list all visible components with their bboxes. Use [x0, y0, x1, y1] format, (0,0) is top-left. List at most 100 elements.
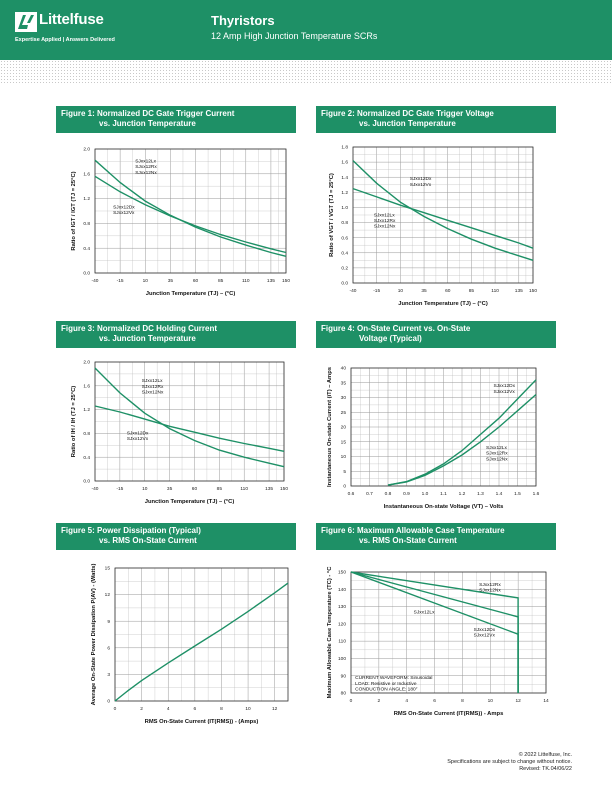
y-tick-label: 0.2: [341, 265, 348, 271]
series-annotation: SJxx12Lx: [486, 445, 507, 451]
x-tick-label: 10: [488, 698, 494, 704]
series-annotation: SJxx12Rx: [486, 451, 508, 457]
footer-revision: Revised: TK.04/06/22: [519, 766, 572, 772]
series-annotation: SJxx12Nx: [142, 389, 164, 395]
series-annotation: SJxx12Lx: [414, 609, 435, 615]
x-tick-label: 0: [114, 706, 117, 712]
series-annotation: CONDUCTION ANGLE: 180°: [355, 686, 418, 692]
x-tick-label: 150: [282, 278, 290, 284]
series-line-3: [350, 571, 519, 693]
figure-6-title-line2: vs. RMS On-State Current: [359, 536, 457, 545]
y-axis-label: Ratio of IGT / IGT (TJ = 25°C): [71, 171, 77, 250]
footer-copyright: © 2022 Littelfuse, Inc.: [518, 752, 572, 758]
x-axis-label: RMS On-State Current (IT(RMS)) - Amps: [394, 711, 504, 717]
series-line-1: [94, 159, 287, 257]
x-tick-label: 0.7: [366, 491, 373, 497]
y-tick-label: 0: [107, 699, 110, 705]
series-annotation: SJxx12Vx: [113, 210, 135, 216]
figure-2-title-line2: vs. Junction Temperature: [359, 119, 456, 128]
y-tick-label: 25: [341, 410, 347, 416]
figure-3-title-line1: Figure 3: Normalized DC Holding Current: [61, 324, 218, 333]
figure-3-chart: -40 -15 10 35 60 85 110 135 150 0.0 0.4 0.8 1.2 1.6 2.…: [71, 360, 288, 505]
y-tick-label: 2.0: [83, 147, 90, 153]
dot-pattern-divider: [0, 60, 612, 84]
figure-2-title: Figure 2: Normalized DC Gate Trigger Vol…: [316, 106, 556, 133]
x-tick-label: 10: [142, 486, 148, 492]
y-tick-label: 1.2: [341, 190, 348, 196]
series-annotation: SJxx12Rx: [142, 384, 164, 390]
brand-tagline: Expertise Applied | Answers Delivered: [15, 37, 115, 43]
plot-frame: [350, 571, 547, 694]
x-tick-label: -15: [373, 288, 380, 294]
x-tick-label: 135: [265, 486, 273, 492]
figure-4-title-line2: Voltage (Typical): [359, 334, 422, 343]
x-tick-label: 8: [220, 706, 223, 712]
figure-1-title: Figure 1: Normalized DC Gate Trigger Cur…: [56, 106, 296, 133]
series-annotation: SJxx12Vx: [474, 632, 496, 638]
x-tick-label: 110: [491, 288, 499, 294]
series-annotation: SJxx12Vx: [410, 182, 432, 188]
y-tick-label: 0.0: [83, 271, 90, 277]
x-tick-label: 1.1: [440, 491, 447, 497]
x-tick-label: 60: [445, 288, 451, 294]
x-tick-label: -15: [116, 486, 123, 492]
figure-6-title: Figure 6: Maximum Allowable Case Tempera…: [316, 523, 556, 550]
y-tick-label: 1.2: [83, 407, 90, 413]
figure-3-title-line2: vs. Junction Temperature: [99, 334, 196, 343]
series-annotation: SJxx12Lx: [374, 213, 395, 219]
plot-frame: [94, 361, 285, 482]
series-annotation: SJxx12Nx: [374, 224, 396, 230]
y-tick-label: 90: [341, 673, 347, 679]
footer: © 2022 Littelfuse, Inc. Specifications a…: [447, 752, 572, 773]
y-tick-label: 20: [341, 425, 347, 431]
x-tick-label: 0: [350, 698, 353, 704]
series-line-1: [114, 582, 289, 702]
y-tick-label: 1.6: [341, 160, 348, 166]
header-banner: Littelfuse Expertise Applied | Answers D…: [0, 0, 612, 60]
y-tick-label: 0.4: [83, 246, 90, 252]
y-tick-label: 80: [341, 691, 347, 697]
x-tick-label: -40: [350, 288, 357, 294]
y-tick-label: 1.4: [341, 175, 348, 181]
x-tick-label: 1.4: [496, 491, 503, 497]
y-tick-label: 0.8: [83, 221, 90, 227]
y-axis-label: Maximum Allowable Case Temperature (TC) …: [327, 566, 333, 699]
brand-name: Littelfuse: [39, 11, 104, 28]
y-tick-label: 130: [338, 604, 346, 610]
x-tick-label: 6: [194, 706, 197, 712]
y-tick-label: 5: [343, 469, 346, 475]
y-tick-label: 15: [105, 566, 111, 572]
y-tick-label: 40: [341, 366, 347, 372]
x-tick-label: 135: [515, 288, 523, 294]
y-tick-label: 0.0: [83, 479, 90, 485]
x-tick-label: 35: [168, 278, 174, 284]
series-line-2: [352, 187, 534, 249]
figure-5-title-line2: vs. RMS On-State Current: [99, 536, 197, 545]
plot-frame: [114, 567, 289, 702]
series-annotation: SJxx12Rx: [479, 582, 501, 588]
x-axis-label: RMS On-State Current (IT(RMS)) - (Amps): [145, 719, 259, 725]
y-tick-label: 140: [338, 587, 346, 593]
series-annotation: SJxx12Rx: [374, 218, 396, 224]
x-tick-label: 85: [469, 288, 475, 294]
x-tick-label: 1.3: [477, 491, 484, 497]
figure-5-chart: 0 2 4 6 8 10 12 0 3 6 9 12 15 RMS On-State Current (I…: [91, 564, 289, 725]
series-annotation: CURRENT WAVEFORM: Sinusoidal: [355, 675, 432, 681]
y-tick-label: 10: [341, 454, 347, 460]
x-axis-label: Instantaneous On-state Voltage (VT) – Vo…: [384, 504, 504, 510]
y-tick-label: 1.0: [341, 205, 348, 211]
x-tick-label: 0.9: [403, 491, 410, 497]
y-axis-label: Average On-State Power Dissipation P(AV)…: [91, 564, 97, 706]
figure-4-chart: 0.6 0.7 0.8 0.9 1.0 1.1 1.2 1.3 1.4 1.5 1.6 0 5 10 15 2…: [327, 366, 540, 510]
y-tick-label: 120: [338, 621, 346, 627]
figure-5-title: Figure 5: Power Dissipation (Typical) vs…: [56, 523, 296, 550]
series-annotation: SJxx12Dx: [410, 176, 432, 182]
x-tick-label: -40: [92, 278, 99, 284]
figure-2-title-line1: Figure 2: Normalized DC Gate Trigger Vol…: [321, 109, 494, 118]
x-tick-label: 60: [193, 278, 199, 284]
y-tick-label: 35: [341, 380, 347, 386]
plot-frame: [350, 367, 537, 487]
x-tick-label: 12: [272, 706, 278, 712]
x-tick-label: 35: [167, 486, 173, 492]
x-tick-label: 12: [515, 698, 521, 704]
